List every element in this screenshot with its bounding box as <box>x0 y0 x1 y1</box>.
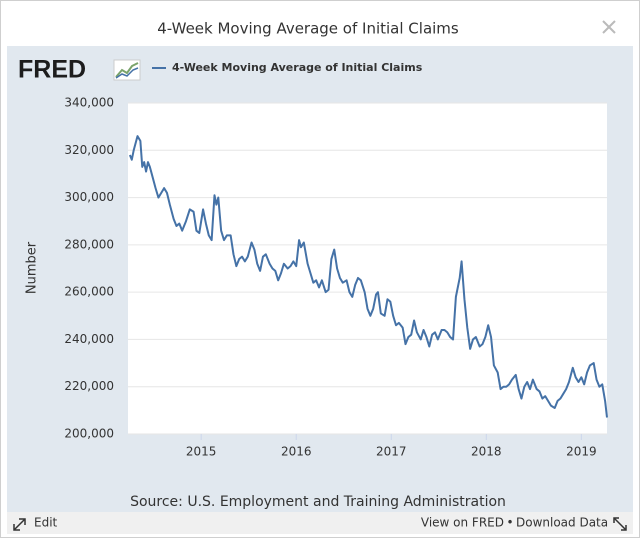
logo: FRED <box>18 56 86 84</box>
close-button[interactable] <box>602 20 616 34</box>
legend-label: 4-Week Moving Average of Initial Claims <box>172 61 423 74</box>
separator: • <box>506 516 513 530</box>
x-tick-label: 2017 <box>376 445 407 459</box>
edit-icon[interactable] <box>13 518 26 531</box>
x-tick-label: 2015 <box>186 445 217 459</box>
y-tick-label: 340,000 <box>64 96 114 110</box>
plot-area <box>128 103 607 434</box>
y-tick-label: 220,000 <box>64 379 114 393</box>
y-axis-label: Number <box>25 241 40 294</box>
y-tick-label: 200,000 <box>64 427 114 441</box>
series-line <box>128 135 608 418</box>
logo-icon <box>113 59 141 81</box>
y-tick-label: 240,000 <box>64 332 114 346</box>
y-tick-label: 280,000 <box>64 237 114 251</box>
source: Source: U.S. Employment and Training Adm… <box>130 494 506 510</box>
y-tick-label: 260,000 <box>64 285 114 299</box>
view-link[interactable]: View on FRED <box>421 516 504 530</box>
footer-bar <box>7 512 633 534</box>
download-link[interactable]: Download Data <box>516 516 608 530</box>
x-tick-label: 2016 <box>281 445 312 459</box>
y-tick-label: 320,000 <box>64 143 114 157</box>
edit-link[interactable]: Edit <box>34 516 58 530</box>
x-tick-label: 2018 <box>471 445 502 459</box>
expand-icon[interactable] <box>613 517 627 531</box>
x-tick-label: 2019 <box>566 445 597 459</box>
y-tick-label: 300,000 <box>64 190 114 204</box>
chart-title: 4-Week Moving Average of Initial Claims <box>157 20 459 38</box>
